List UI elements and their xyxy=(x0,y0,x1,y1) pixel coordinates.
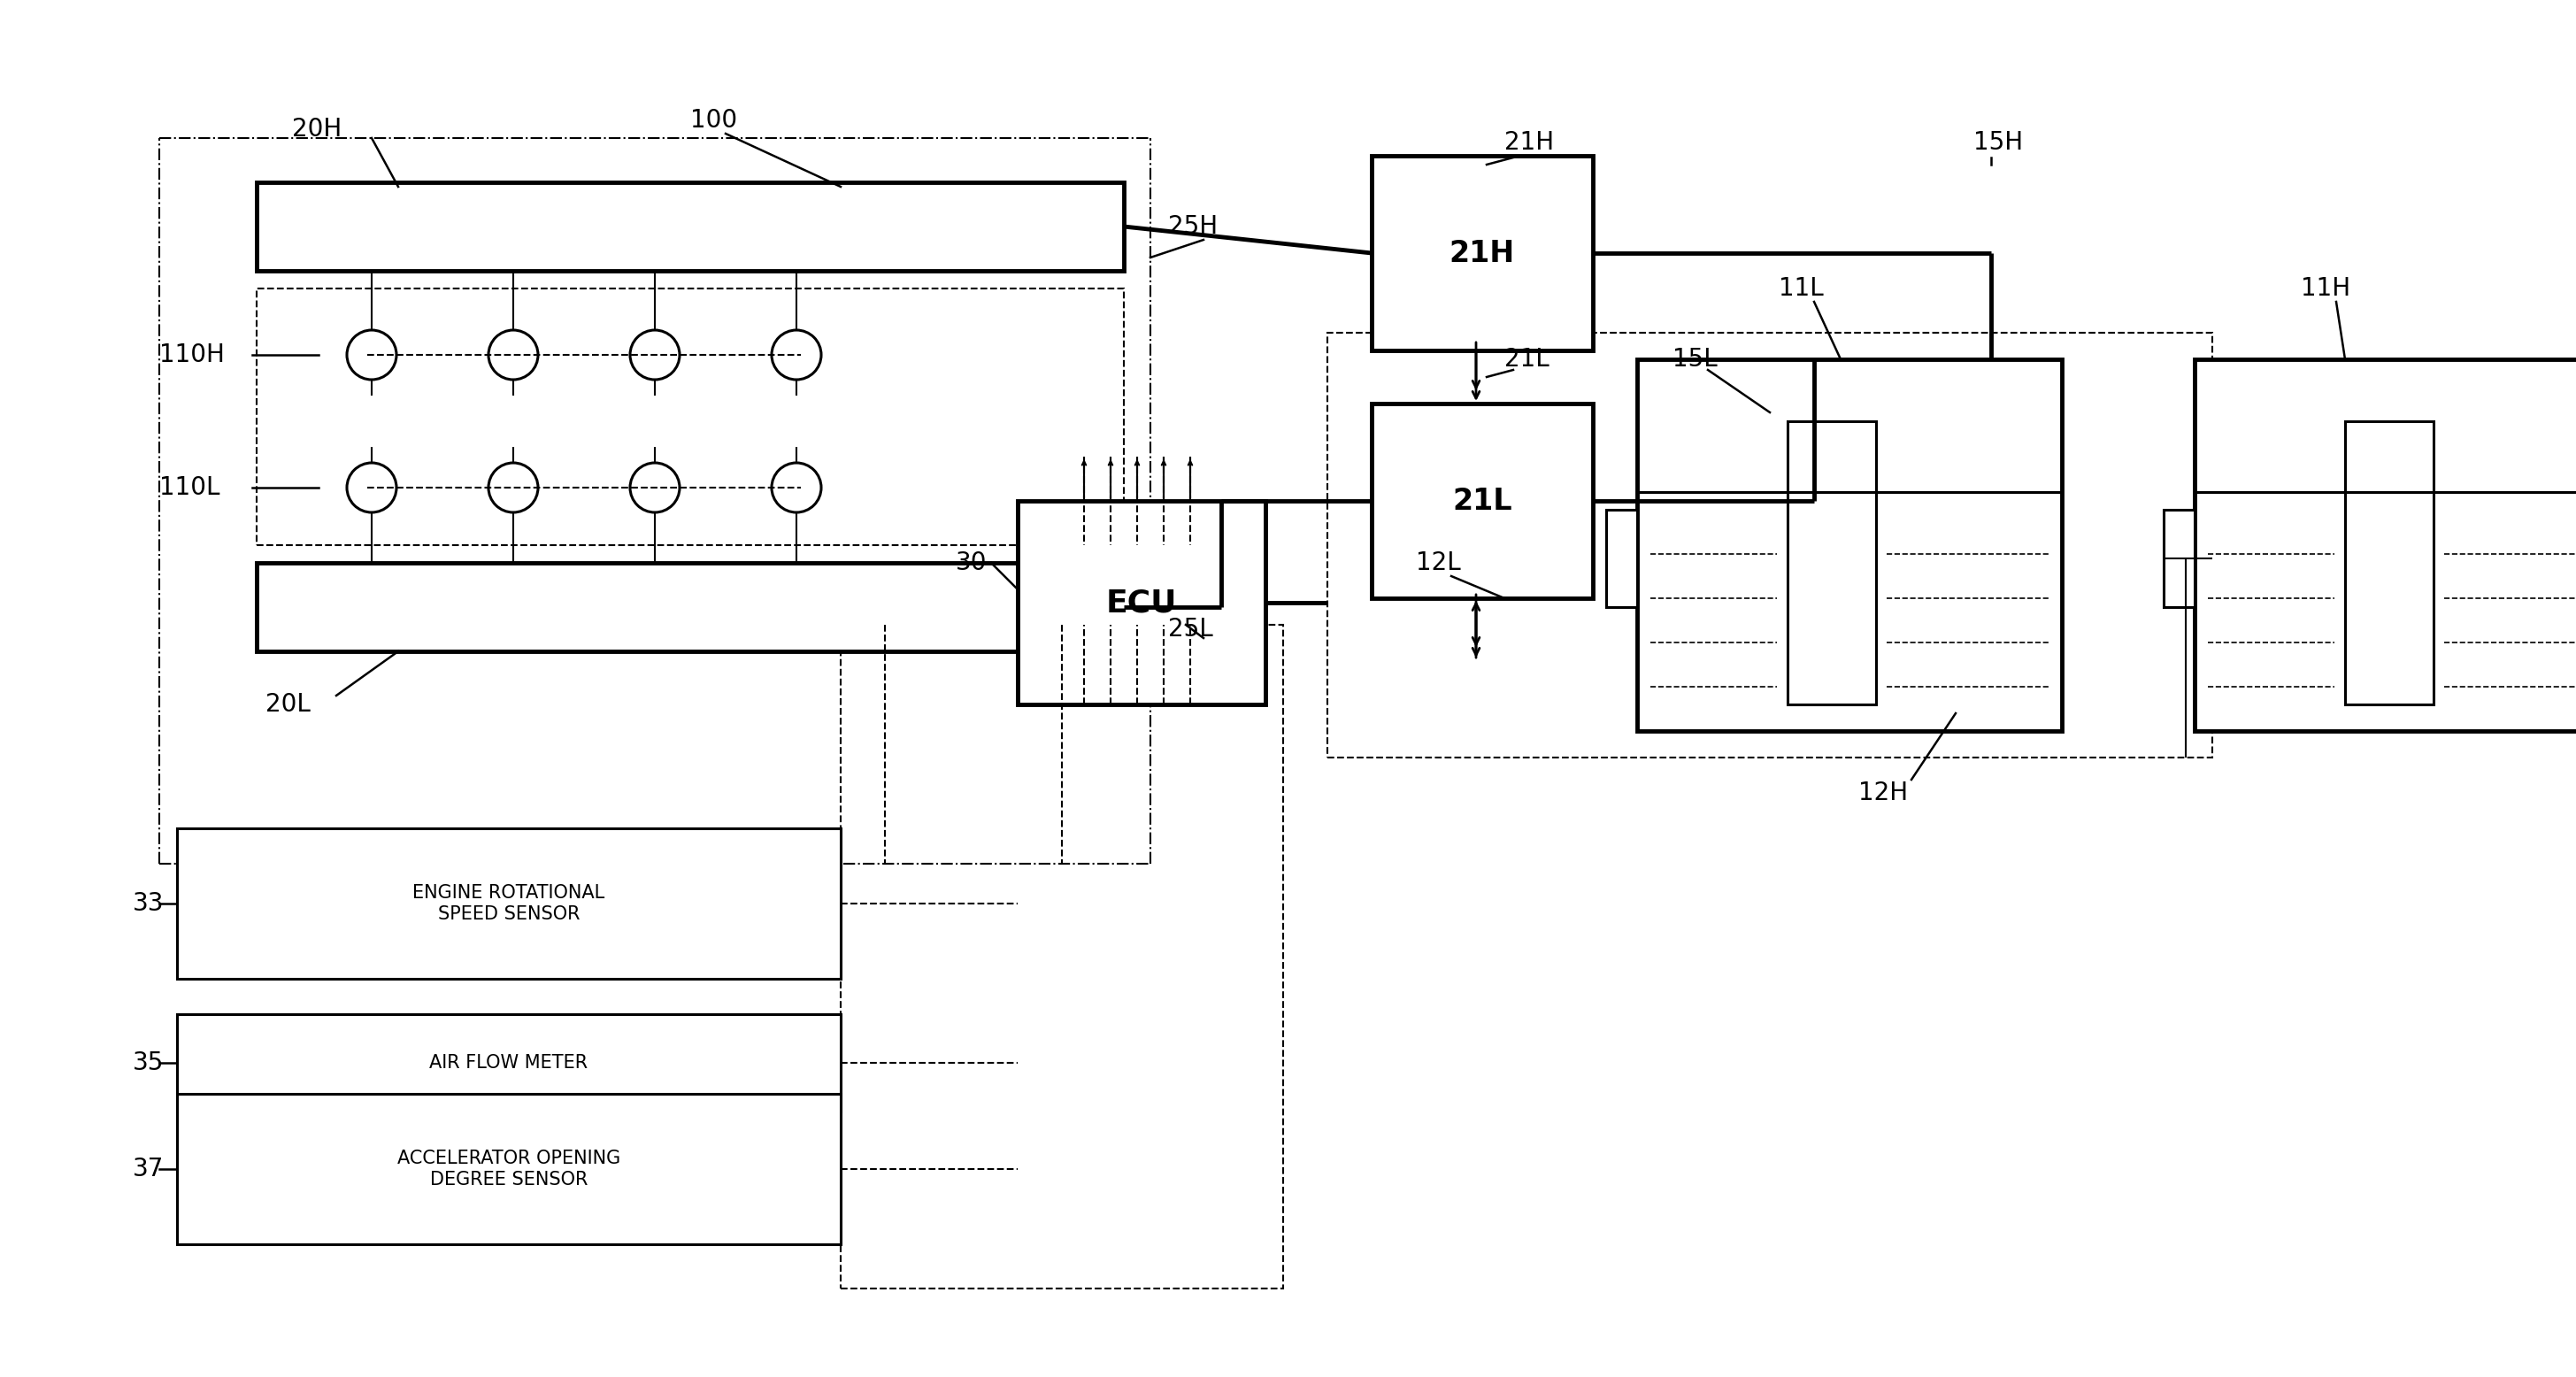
Bar xyxy=(1327,333,2213,757)
Text: 25L: 25L xyxy=(1167,617,1213,642)
Text: 110L: 110L xyxy=(160,475,219,500)
Text: ECU: ECU xyxy=(1105,588,1177,618)
Text: 11L: 11L xyxy=(1777,277,1824,302)
Text: 30: 30 xyxy=(956,551,987,576)
Bar xyxy=(178,829,840,979)
Text: 35: 35 xyxy=(134,1051,165,1075)
Bar xyxy=(1370,156,1592,350)
Bar xyxy=(258,182,1123,271)
Bar xyxy=(258,563,1123,651)
Text: ENGINE ROTATIONAL
SPEED SENSOR: ENGINE ROTATIONAL SPEED SENSOR xyxy=(412,884,605,923)
Bar xyxy=(1018,501,1265,705)
Text: 21H: 21H xyxy=(1504,129,1553,154)
Text: 21L: 21L xyxy=(1504,347,1548,372)
Bar xyxy=(1638,359,2061,731)
Text: 110H: 110H xyxy=(160,343,224,368)
Text: 25H: 25H xyxy=(1167,215,1218,240)
Text: 21L: 21L xyxy=(1453,486,1512,515)
Text: AIR FLOW METER: AIR FLOW METER xyxy=(430,1053,587,1071)
Text: 11H: 11H xyxy=(2300,277,2349,302)
Text: 21H: 21H xyxy=(1450,238,1515,267)
Bar xyxy=(2164,509,2195,607)
Bar xyxy=(2195,359,2576,731)
Text: 33: 33 xyxy=(134,891,165,916)
Bar xyxy=(178,1015,840,1111)
Bar xyxy=(178,1093,840,1245)
Bar xyxy=(258,289,1123,545)
Bar xyxy=(1370,403,1592,598)
Bar xyxy=(2344,421,2434,705)
Text: 15H: 15H xyxy=(1973,129,2022,154)
Text: 20L: 20L xyxy=(265,693,312,717)
Bar xyxy=(1605,509,1638,607)
Bar xyxy=(1788,421,1875,705)
Text: 20H: 20H xyxy=(291,117,343,142)
Text: 37: 37 xyxy=(134,1157,165,1181)
Text: ACCELERATOR OPENING
DEGREE SENSOR: ACCELERATOR OPENING DEGREE SENSOR xyxy=(397,1150,621,1188)
Text: 12L: 12L xyxy=(1417,551,1461,576)
Text: 100: 100 xyxy=(690,107,737,132)
Text: 12H: 12H xyxy=(1857,781,1909,806)
Bar xyxy=(840,625,1283,1289)
Text: 15L: 15L xyxy=(1672,347,1718,372)
